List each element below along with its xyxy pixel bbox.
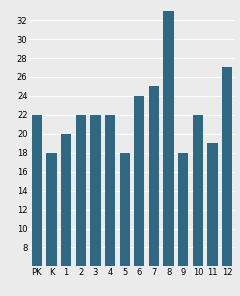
Bar <box>149 86 159 296</box>
Bar <box>32 115 42 296</box>
Bar <box>163 11 174 296</box>
Bar <box>46 153 57 296</box>
Bar <box>90 115 101 296</box>
Bar <box>105 115 115 296</box>
Bar <box>207 143 218 296</box>
Bar <box>193 115 203 296</box>
Bar <box>61 134 71 296</box>
Bar <box>76 115 86 296</box>
Bar <box>178 153 188 296</box>
Bar <box>222 67 232 296</box>
Bar <box>134 96 144 296</box>
Bar <box>120 153 130 296</box>
